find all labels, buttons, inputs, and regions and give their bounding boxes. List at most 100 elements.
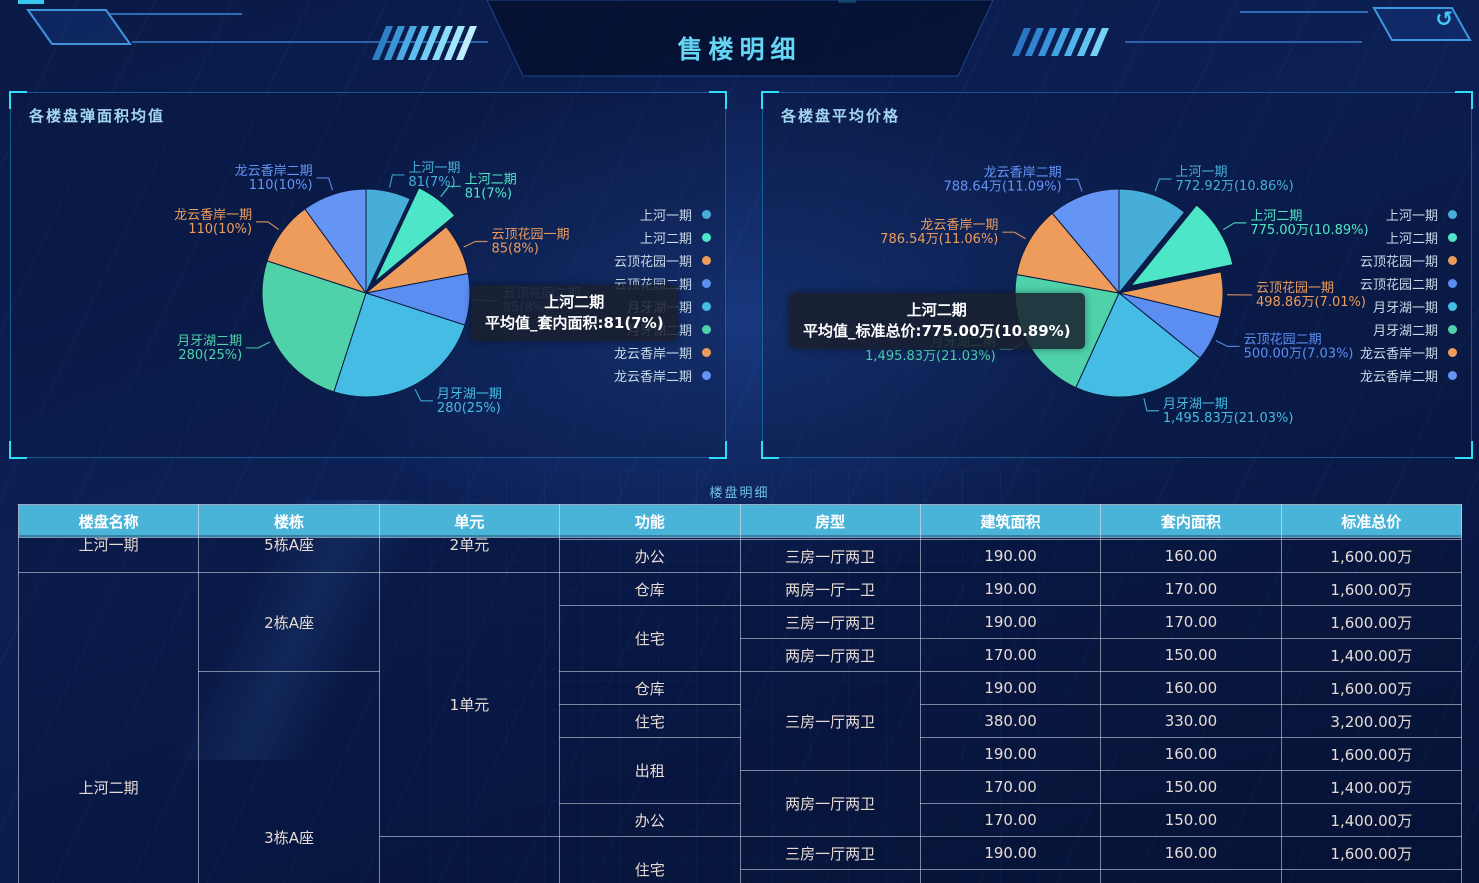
table-row: 两房一厅两卫 170.00 150.00 1,400.00万 — [19, 770, 1462, 837]
table-row: 两房一厅两卫 170.00 150.00 1,400.00万 — [19, 638, 1462, 672]
pie-label: 月牙湖一期 280(25%) — [437, 387, 502, 416]
chart-legend: 上河一期上河二期云顶花园一期 云顶花园二期月牙湖一期月牙湖二期龙云香岸一期 龙云香岸… — [614, 205, 711, 389]
legend-item-龙云香岸二期[interactable]: 龙云香岸二期 — [614, 366, 711, 385]
legend-dot — [1448, 325, 1457, 334]
chart-title-left: 各楼盘弹面积均值 — [29, 107, 166, 125]
header-stripe — [1051, 28, 1070, 56]
pie-label: 月牙湖一期 1,495.83万(21.03%) — [1163, 397, 1294, 426]
legend-label: 龙云香岸二期 — [613, 370, 692, 385]
column-header-建筑面积: 建筑面积 — [919, 504, 1102, 538]
pie-slice-月牙湖二期[interactable] — [261, 260, 367, 393]
header-stripe — [1012, 28, 1031, 56]
table-cell: 150.00 — [1100, 770, 1282, 804]
pie-label: 月牙湖二期 1,495.83万(21.03%) — [865, 335, 996, 364]
pie-label-line — [1222, 222, 1247, 231]
legend-label: 云顶花园二期 — [613, 278, 692, 293]
pie-slice-上河二期[interactable] — [374, 187, 456, 283]
legend-dot — [702, 210, 711, 219]
pie-slice-月牙湖一期[interactable] — [1075, 292, 1201, 398]
corner-accent — [709, 91, 727, 109]
pie-label: 云顶花园二期 85(8%) — [503, 286, 581, 316]
legend-dot — [1448, 256, 1457, 265]
table-cell: 160.00 — [1100, 539, 1282, 573]
header-stripe — [456, 26, 477, 60]
back-button[interactable]: ↺ — [1435, 7, 1453, 31]
legend-label: 龙云香岸二期 — [1359, 370, 1438, 385]
legend-label: 上河一期 — [1385, 209, 1438, 224]
legend-item-月牙湖二期[interactable]: 月牙湖二期 — [1360, 320, 1457, 339]
corner-accent — [1455, 91, 1473, 109]
table-cell: 2栋A座 — [198, 572, 380, 672]
pie-chart-avg-price: 上河一期 772.92万(10.86%) 上河二期 775.00万(10.89%) 云顶… — [865, 165, 1368, 426]
legend-item-云顶花园二期[interactable]: 云顶花园二期 — [614, 274, 711, 293]
header-stripe — [420, 26, 441, 60]
pie-slice-龙云香岸一期[interactable] — [1016, 212, 1121, 294]
header-stripe — [384, 26, 405, 60]
legend-item-云顶花园一期[interactable]: 云顶花园一期 — [1360, 251, 1457, 270]
header-banner — [486, 0, 994, 77]
header-stripe — [432, 26, 453, 60]
pie-label: 上河一期 772.92万(10.86%) — [1175, 165, 1293, 194]
table-row: 住宅 380.00 330.00 3,200.00万 — [19, 704, 1462, 738]
table-cell: 1,600.00万 — [1280, 539, 1462, 573]
legend-item-云顶花园一期[interactable]: 云顶花园一期 — [614, 251, 711, 270]
pie-label: 云顶花园二期 500.00万(7.03%) — [1244, 331, 1354, 361]
table-cell: 150.00 — [1100, 638, 1282, 672]
sales-table: 楼盘名称 楼栋 单元 功能 房型 建筑面积 套内面积 标准总价 上河一期 5栋A座 2单元 办公 三房… — [17, 504, 1463, 883]
table-cell: 1单元 — [378, 572, 561, 837]
pie-slice-上河二期[interactable] — [1129, 204, 1234, 287]
table-header: 楼盘名称 楼栋 单元 功能 房型 建筑面积 套内面积 标准总价 — [17, 504, 1463, 538]
pie-slice-月牙湖一期[interactable] — [333, 292, 466, 398]
table-cell — [919, 869, 1102, 883]
legend-dot — [702, 302, 711, 311]
pie-label-line — [463, 240, 488, 248]
legend-item-龙云香岸一期[interactable]: 龙云香岸一期 — [1360, 343, 1457, 362]
table-cell: 1,600.00万 — [1280, 605, 1462, 639]
table-cell: 两房一厅两卫 — [739, 770, 921, 837]
pie-label-line — [473, 299, 499, 302]
legend-item-月牙湖二期[interactable]: 月牙湖二期 — [614, 320, 711, 339]
header-stripes-right — [1012, 28, 1109, 56]
legend-item-上河一期[interactable]: 上河一期 — [1360, 205, 1457, 224]
legend-dot — [1448, 302, 1457, 311]
legend-item-上河二期[interactable]: 上河二期 — [1360, 228, 1457, 247]
pie-label: 上河二期 775.00万(10.89%) — [1250, 209, 1368, 238]
legend-item-上河一期[interactable]: 上河一期 — [614, 205, 711, 224]
legend-item-月牙湖一期[interactable]: 月牙湖一期 — [614, 297, 711, 316]
legend-label: 龙云香岸一期 — [613, 347, 692, 362]
pie-label: 龙云香岸一期 786.54万(11.06%) — [880, 218, 998, 247]
table-section-title: 楼盘明细 — [709, 486, 770, 501]
header-stripe — [1025, 28, 1044, 56]
pie-slice-上河一期[interactable] — [1118, 188, 1186, 295]
pie-slice-龙云香岸二期[interactable] — [1051, 188, 1120, 295]
pie-label-line — [246, 341, 271, 349]
corner-accent — [1455, 441, 1473, 459]
table-body: 上河一期 5栋A座 2单元 办公 三房一厅两卫 190.00 160.00 1,600.00万… — [18, 535, 1462, 883]
legend-item-上河二期[interactable]: 上河二期 — [614, 228, 711, 247]
legend-item-龙云香岸二期[interactable]: 龙云香岸二期 — [1360, 366, 1457, 385]
table-row: 办公 三房一厅两卫 190.00 160.00 1,600.00万 — [19, 539, 1462, 573]
pie-label-line — [999, 342, 1024, 350]
table-cell: 住宅 — [559, 605, 741, 672]
pie-label-line — [388, 174, 405, 188]
column-header-楼盘名称: 楼盘名称 — [17, 504, 200, 538]
pie-slice-龙云香岸二期[interactable] — [304, 188, 367, 295]
legend-item-龙云香岸一期[interactable]: 龙云香岸一期 — [614, 343, 711, 362]
table-cell: 上河一期 — [18, 535, 200, 573]
table-cell: 190.00 — [919, 737, 1102, 771]
chart-legend: 上河一期上河二期云顶花园一期 云顶花园二期月牙湖一期月牙湖二期龙云香岸一期龙云香岸… — [1360, 205, 1457, 389]
legend-label: 月牙湖一期 — [1372, 301, 1438, 316]
table-cell: 办公 — [559, 539, 741, 573]
table-body-viewport[interactable]: 上河一期 5栋A座 2单元 办公 三房一厅两卫 190.00 160.00 1,600.00万… — [18, 535, 1462, 883]
table-row: 上河二期 2栋A座 1单元 仓库 两房一厅一卫 190.00 170.00 1,600.00万 — [18, 572, 1462, 883]
table-row — [19, 869, 1462, 883]
legend-item-月牙湖一期[interactable]: 月牙湖一期 — [1360, 297, 1457, 316]
legend-label: 云顶花园一期 — [613, 255, 692, 270]
legend-dot — [702, 371, 711, 380]
legend-dot — [702, 233, 711, 242]
header-stripe — [444, 26, 465, 60]
table-cell: 1,400.00万 — [1280, 803, 1462, 837]
legend-item-云顶花园二期[interactable]: 云顶花园二期 — [1360, 274, 1457, 293]
pie-label-line — [1065, 178, 1083, 192]
